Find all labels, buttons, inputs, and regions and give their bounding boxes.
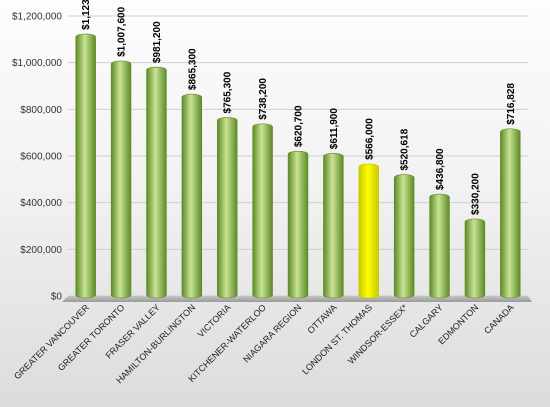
x-tick-label: CALGARY — [408, 302, 445, 339]
data-label: $981,200 — [152, 21, 163, 63]
y-tick-label: $800,000 — [20, 105, 62, 116]
bar — [252, 123, 273, 299]
bar — [75, 33, 96, 299]
data-label: $620,700 — [294, 105, 305, 147]
data-label: $520,618 — [400, 128, 411, 170]
bar — [358, 163, 379, 299]
bar — [217, 117, 238, 299]
y-tick-label: $400,000 — [20, 198, 62, 209]
data-label: $865,300 — [187, 48, 198, 90]
data-label: $716,828 — [506, 83, 517, 125]
data-labels: $1,123,300 $1,007,600 $981,200 $865,300 $765… — [81, 0, 517, 215]
x-tick-label: LONDON ST. THOMAS — [300, 302, 374, 376]
x-tick-label: OTTAWA — [305, 302, 338, 335]
data-label: $1,007,600 — [117, 6, 128, 56]
bar — [429, 193, 450, 299]
bar — [500, 128, 521, 299]
x-tick-label: GREATER TORONTO — [56, 302, 127, 373]
bar — [393, 174, 415, 299]
data-label: $738,200 — [258, 78, 269, 120]
x-tick-label: CANADA — [482, 302, 516, 336]
bar — [287, 150, 309, 299]
chart-floor — [62, 296, 532, 302]
floor-plane — [62, 296, 532, 302]
y-tick-label: $1,200,000 — [12, 12, 62, 23]
bar — [464, 218, 486, 299]
y-axis: $0 $200,000 $400,000 $600,000 $800,000 $1,000… — [12, 12, 62, 303]
bar — [146, 66, 167, 299]
y-tick-label: $600,000 — [20, 152, 62, 163]
data-label: $566,000 — [364, 118, 375, 160]
bar — [181, 93, 203, 299]
y-tick-label: $1,000,000 — [12, 58, 62, 69]
data-label: $436,800 — [435, 148, 446, 190]
bar — [110, 60, 132, 299]
data-label: $330,200 — [470, 173, 481, 215]
data-label: $765,300 — [223, 71, 234, 113]
x-tick-label: WINDSOR-ESSEX* — [346, 302, 410, 366]
y-tick-label: $0 — [51, 292, 63, 303]
x-tick-label: VICTORIA — [196, 302, 233, 339]
y-tick-label: $200,000 — [20, 245, 62, 256]
data-label: $611,900 — [329, 108, 340, 150]
bars — [75, 33, 521, 299]
bar — [323, 152, 344, 299]
data-label: $1,123,300 — [81, 0, 92, 30]
